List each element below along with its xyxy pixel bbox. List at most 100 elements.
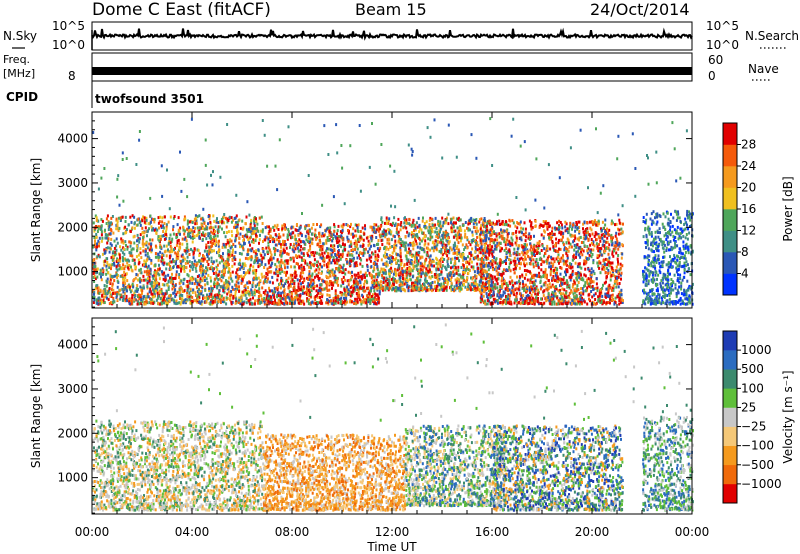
- echo-cell: [269, 229, 272, 233]
- echo-cell: [94, 265, 97, 268]
- echo-cell: [123, 274, 126, 278]
- echo-cell: [125, 243, 127, 247]
- echo-cell: [385, 245, 388, 249]
- echo-cell: [377, 229, 380, 233]
- echo-cell: [110, 295, 113, 298]
- echo-cell: [490, 287, 493, 291]
- echo-cell: [226, 217, 229, 221]
- echo-cell: [344, 278, 346, 282]
- echo-cell: [431, 281, 434, 284]
- echo-cell: [140, 302, 143, 305]
- echo-cell: [200, 223, 203, 227]
- echo-cell: [192, 264, 195, 268]
- echo-cell: [171, 237, 174, 241]
- echo-cell: [271, 291, 274, 295]
- echo-cell: [260, 300, 263, 304]
- echo-cell: [123, 291, 126, 295]
- echo-cell: [332, 256, 335, 260]
- echo-cell: [379, 286, 382, 290]
- echo-cell: [234, 226, 237, 229]
- echo-cell: [483, 243, 486, 247]
- echo-cell: [403, 282, 406, 286]
- echo-cell: [437, 222, 439, 226]
- echo-cell: [337, 224, 340, 228]
- echo-cell: [130, 301, 133, 305]
- echo-cell: [617, 232, 620, 236]
- echo-cell: [302, 265, 305, 269]
- echo-cell: [186, 285, 189, 289]
- echo-cell: [196, 295, 199, 299]
- echo-cell: [385, 222, 388, 226]
- echo-cell: [188, 253, 191, 256]
- echo-cell: [151, 280, 154, 284]
- echo-cell: [416, 277, 419, 280]
- echo-cell: [389, 232, 392, 236]
- echo-cell: [339, 301, 342, 305]
- echo-cell: [180, 286, 182, 290]
- echo-cell: [198, 292, 201, 296]
- echo-cell: [128, 285, 131, 289]
- echo-cell: [318, 238, 321, 242]
- echo-cell: [327, 265, 330, 269]
- echo-cell: [159, 234, 162, 238]
- echo-cell: [578, 292, 581, 296]
- echo-cell: [215, 273, 218, 277]
- echo-cell: [350, 244, 353, 248]
- echo-cell: [295, 242, 298, 246]
- echo-cell: [360, 258, 363, 262]
- echo-cell: [213, 219, 216, 223]
- echo-cell: [165, 291, 168, 295]
- echo-cell: [212, 272, 215, 275]
- echo-cell: [165, 227, 168, 231]
- echo-cell: [424, 276, 427, 280]
- echo-cell: [133, 226, 136, 230]
- echo-cell: [306, 297, 309, 301]
- echo-cell: [280, 294, 282, 298]
- echo-cell: [188, 228, 191, 232]
- echo-cell: [303, 291, 306, 295]
- echo-cell: [143, 270, 146, 274]
- echo-cell: [112, 301, 115, 305]
- echo-cell: [267, 302, 270, 306]
- echo-cell: [176, 290, 179, 294]
- echo-cell: [329, 226, 332, 230]
- echo-cell: [368, 247, 371, 251]
- echo-cell: [206, 226, 208, 230]
- echo-cell: [322, 259, 325, 263]
- cpid-label: CPID: [6, 90, 38, 104]
- echo-cell: [207, 257, 210, 261]
- echo-cell: [402, 279, 405, 283]
- echo-cell: [276, 295, 279, 299]
- echo-cell: [186, 222, 189, 226]
- echo-cell: [468, 218, 471, 222]
- echo-cell: [212, 242, 214, 245]
- echo-cell: [480, 217, 483, 221]
- echo-cell: [546, 227, 549, 231]
- echo-cell: [118, 267, 121, 271]
- echo-cell: [231, 285, 234, 289]
- echo-cell: [403, 263, 406, 267]
- echo-cell: [93, 274, 96, 278]
- echo-cell: [225, 286, 228, 290]
- echo-cell: [266, 302, 269, 306]
- echo-cell: [237, 301, 240, 304]
- echo-cell: [442, 285, 445, 289]
- echo-cell: [125, 258, 128, 262]
- echo-cell: [326, 251, 329, 255]
- echo-cell: [249, 243, 251, 247]
- echo-cell: [339, 269, 342, 273]
- echo-cell: [168, 237, 171, 240]
- echo-cell: [202, 276, 205, 280]
- echo-cell: [301, 234, 303, 238]
- echo-cell: [305, 290, 308, 294]
- echo-cell: [139, 220, 142, 224]
- echo-cell: [469, 228, 471, 232]
- echo-cell: [289, 299, 291, 303]
- echo-cell: [428, 260, 431, 264]
- echo-cell: [189, 294, 192, 298]
- echo-cell: [427, 231, 430, 235]
- echo-cell: [395, 280, 398, 284]
- echo-cell: [98, 255, 101, 259]
- echo-cell: [318, 235, 321, 238]
- echo-cell: [336, 294, 339, 298]
